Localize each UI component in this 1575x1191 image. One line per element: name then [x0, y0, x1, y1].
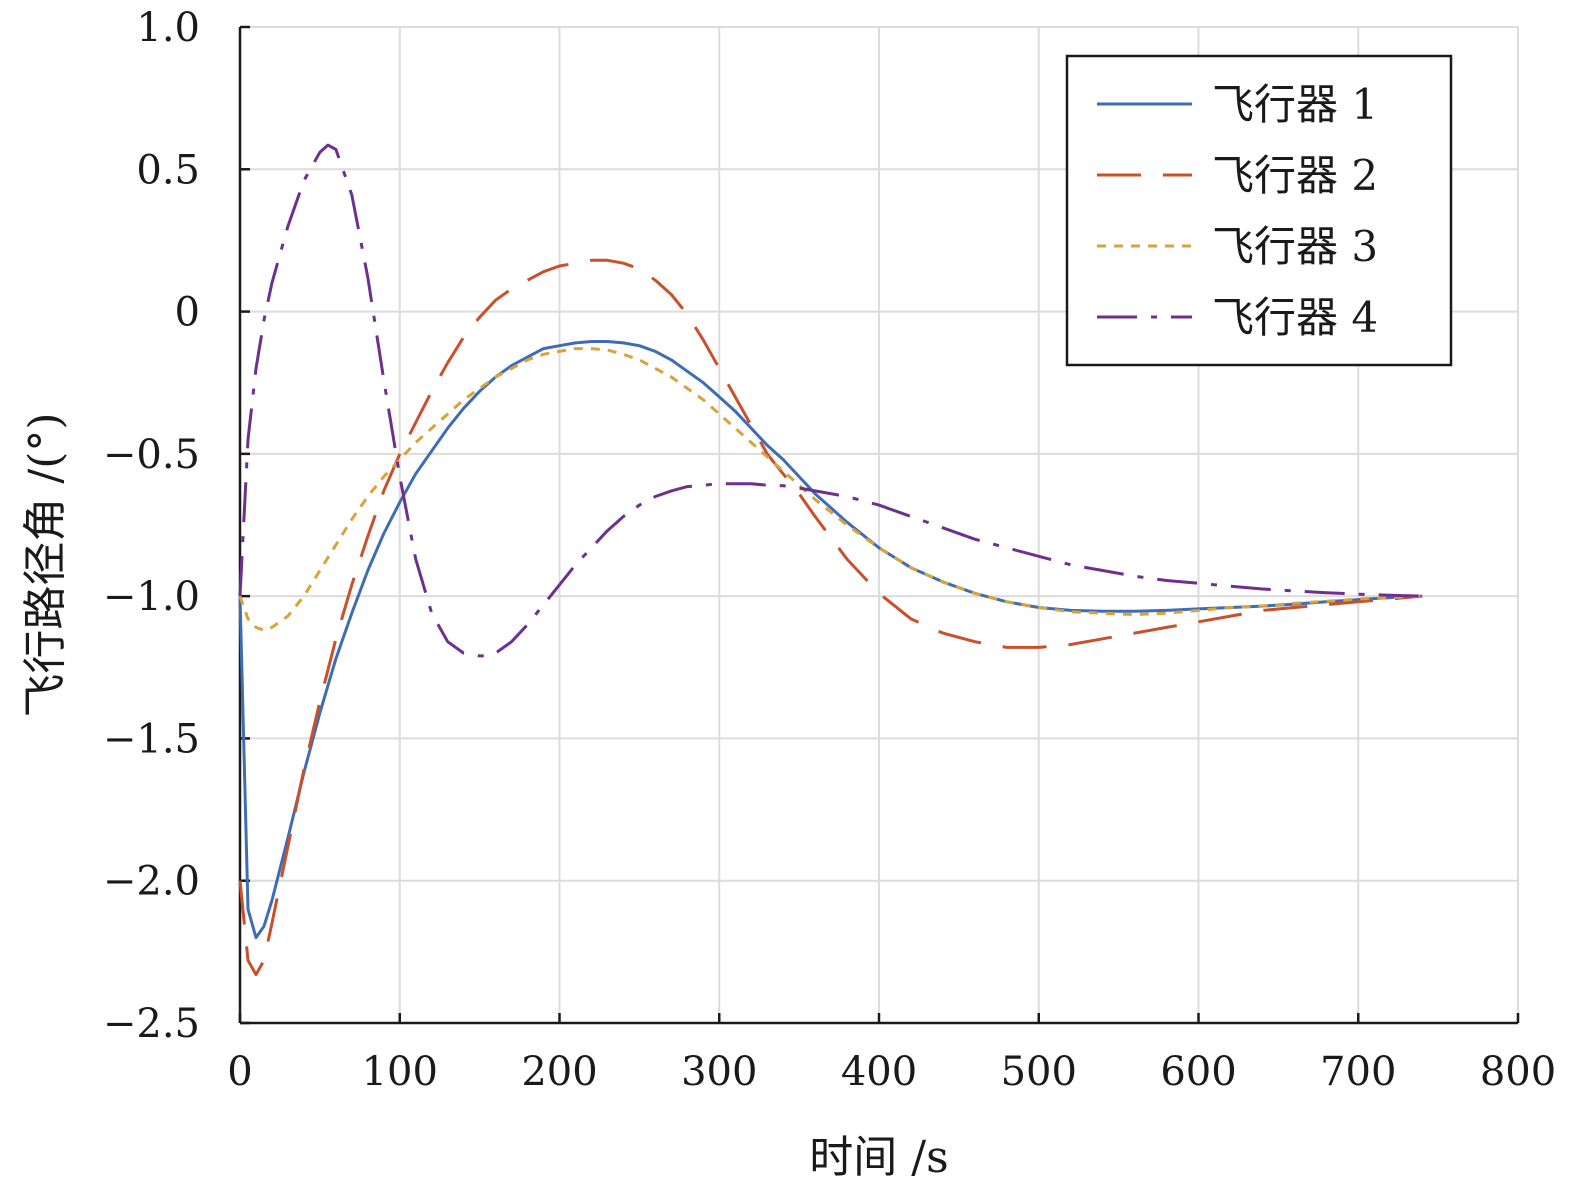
tick-labels: 0 100 200 300 400 500 600 700 800 1.0 0.5 0 −0.5 −1.0…: [103, 5, 1556, 1095]
x-tick-label: 200: [521, 1049, 597, 1095]
y-tick-label: 0: [175, 290, 200, 336]
legend-box: [1065, 54, 1453, 367]
y-tick-label: 0.5: [136, 147, 200, 193]
x-tick-label: 300: [681, 1049, 757, 1095]
series-lines: [238, 143, 1423, 977]
legend-label-3: 飞行器 3: [1212, 222, 1378, 271]
series-line-1: [238, 340, 1423, 940]
x-tick-label: 400: [841, 1049, 917, 1095]
legend-label-2: 飞行器 2: [1212, 151, 1378, 200]
axes: [238, 25, 1520, 1025]
x-tick-label: 0: [227, 1049, 252, 1095]
x-tick-label: 500: [1001, 1049, 1077, 1095]
y-tick-label: −2.0: [103, 859, 200, 905]
series-line-2: [238, 258, 1423, 977]
y-tick-label: −1.0: [103, 574, 200, 620]
y-tick-label: −1.5: [103, 716, 200, 762]
legend: 飞行器 1 飞行器 2 飞行器 3 飞行器 4: [1065, 54, 1453, 367]
y-tick-label: −0.5: [103, 432, 200, 478]
y-tick-label: 1.0: [136, 5, 200, 51]
x-axis-title: 时间 /s: [809, 1132, 948, 1183]
legend-label-1: 飞行器 1: [1212, 80, 1378, 129]
series-line-4: [238, 143, 1423, 658]
x-tick-label: 100: [362, 1049, 438, 1095]
x-tick-label: 700: [1320, 1049, 1396, 1095]
legend-label-4: 飞行器 4: [1212, 293, 1378, 342]
x-tick-label: 800: [1480, 1049, 1556, 1095]
x-tick-label: 600: [1160, 1049, 1236, 1095]
y-axis-title: 飞行路径角 /(°): [20, 412, 71, 717]
y-tick-label: −2.5: [103, 1001, 200, 1047]
